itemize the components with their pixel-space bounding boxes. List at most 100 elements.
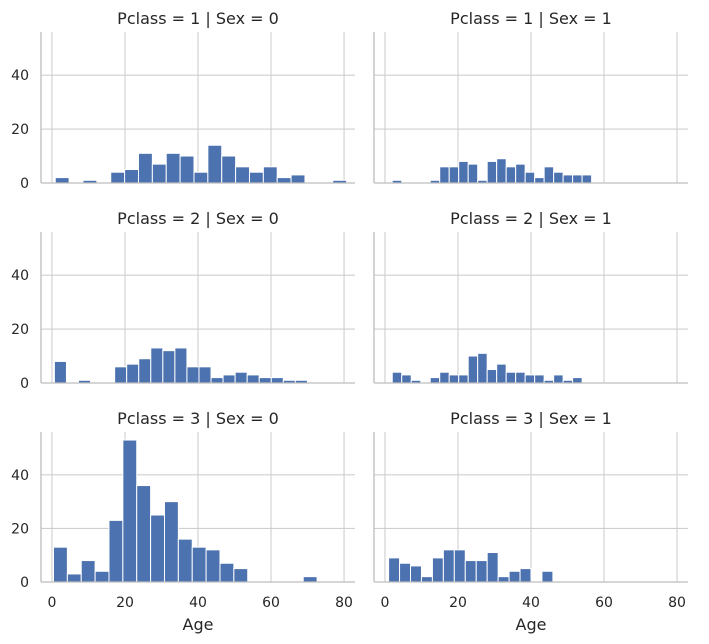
- histogram-bar: [541, 570, 554, 583]
- histogram-bar: [391, 371, 403, 384]
- x-tick-label: 40: [189, 595, 207, 611]
- histogram-bar: [177, 538, 193, 583]
- histogram-bar: [198, 366, 212, 384]
- histogram-bar: [543, 166, 555, 184]
- histogram-bar: [110, 171, 126, 184]
- histogram-bar: [150, 514, 165, 583]
- histogram-bar: [52, 546, 68, 583]
- histogram-bar: [108, 519, 124, 583]
- histogram-bar: [448, 374, 460, 384]
- histogram-bar: [453, 549, 466, 583]
- y-tick-label: 0: [20, 575, 29, 591]
- histogram-bar: [458, 160, 469, 184]
- x-tick-label: 80: [668, 595, 686, 611]
- facet-panel-2: Pclass = 1 | Sex = 1: [373, 9, 688, 184]
- histogram-bar: [486, 369, 498, 384]
- histogram-bar: [53, 360, 67, 384]
- x-tick-label: 80: [335, 595, 353, 611]
- y-tick-label: 40: [11, 468, 29, 484]
- histogram-bar: [477, 352, 488, 384]
- histogram-bar: [401, 374, 412, 384]
- histogram-bar: [193, 171, 209, 184]
- facet-title: Pclass = 3 | Sex = 1: [450, 409, 612, 428]
- histogram-bar: [515, 371, 526, 384]
- histogram-bar: [505, 371, 517, 384]
- histogram-bar: [186, 366, 200, 384]
- x-tick-label: 60: [595, 595, 613, 611]
- histogram-bar: [191, 546, 207, 583]
- histogram-bar: [553, 171, 564, 184]
- histogram-bar: [302, 576, 318, 583]
- y-tick-label: 40: [11, 268, 29, 284]
- histogram-bar: [439, 371, 450, 384]
- histogram-bar: [246, 374, 260, 384]
- x-tick-label: 40: [522, 595, 540, 611]
- histogram-bar: [179, 155, 195, 184]
- facet-title: Pclass = 2 | Sex = 0: [117, 209, 279, 228]
- facet-panel-1: Pclass = 1 | Sex = 0 0 20 40: [11, 9, 355, 192]
- facet-panel-3: Pclass = 2 | Sex = 0 0 20 40: [11, 209, 355, 392]
- x-tick-label: 20: [116, 595, 134, 611]
- x-axis-label: Age: [183, 615, 214, 634]
- y-tick-label: 20: [11, 122, 29, 138]
- histogram-bar: [515, 163, 526, 184]
- histogram-bar: [534, 177, 545, 184]
- histogram-bar: [276, 177, 292, 184]
- histogram-bar: [464, 560, 477, 583]
- histogram-bar: [234, 371, 248, 384]
- histogram-bar: [410, 565, 422, 583]
- histogram-bar: [429, 377, 441, 384]
- histogram-bar: [162, 350, 176, 384]
- histogram-bar: [262, 166, 278, 184]
- histogram-bar: [248, 171, 264, 184]
- facet-panel-4: Pclass = 2 | Sex = 1: [373, 209, 688, 384]
- histogram-bar: [519, 568, 532, 583]
- histogram-bar: [486, 160, 498, 184]
- histogram-bar: [431, 557, 444, 583]
- histogram-bar: [420, 576, 433, 583]
- histogram-bar: [150, 347, 164, 384]
- y-tick-label: 20: [11, 521, 29, 537]
- histogram-bar: [270, 377, 284, 384]
- histogram-bar: [137, 152, 153, 184]
- x-tick-label: 0: [47, 595, 56, 611]
- histogram-bar: [222, 374, 236, 384]
- histogram-bar: [572, 377, 583, 384]
- histogram-bar: [534, 374, 545, 384]
- histogram-bar: [221, 155, 237, 184]
- histogram-bar: [290, 174, 306, 184]
- histogram-bar: [505, 166, 517, 184]
- histogram-bar: [122, 439, 138, 583]
- histogram-bar: [233, 568, 249, 583]
- histogram-bar: [258, 377, 272, 384]
- histogram-bar: [94, 570, 110, 583]
- histogram-bar: [508, 570, 521, 583]
- facet-title: Pclass = 1 | Sex = 1: [450, 9, 612, 28]
- histogram-bar: [165, 152, 181, 184]
- histogram-bar: [80, 560, 96, 583]
- facet-title: Pclass = 1 | Sex = 0: [117, 9, 279, 28]
- histogram-bar: [388, 557, 401, 583]
- x-axis-label: Age: [516, 615, 547, 634]
- histogram-bar: [399, 562, 412, 583]
- histogram-bar: [174, 347, 188, 384]
- y-tick-label: 40: [11, 68, 29, 84]
- histogram-bar: [219, 562, 235, 583]
- histogram-bar: [524, 374, 536, 384]
- histogram-bar: [163, 501, 179, 583]
- histogram-bar: [205, 549, 221, 583]
- y-tick-label: 20: [11, 322, 29, 338]
- histogram-bar: [562, 174, 574, 184]
- y-tick-label: 0: [20, 376, 29, 392]
- x-tick-label: 60: [262, 595, 280, 611]
- histogram-bar: [151, 163, 167, 184]
- histogram-bar: [439, 166, 450, 184]
- histogram-bar: [496, 363, 507, 384]
- histogram-bar: [66, 573, 82, 583]
- histogram-bar: [442, 549, 455, 583]
- histogram-bar: [467, 355, 479, 384]
- histogram-bar: [124, 169, 139, 184]
- histogram-bar: [126, 363, 140, 384]
